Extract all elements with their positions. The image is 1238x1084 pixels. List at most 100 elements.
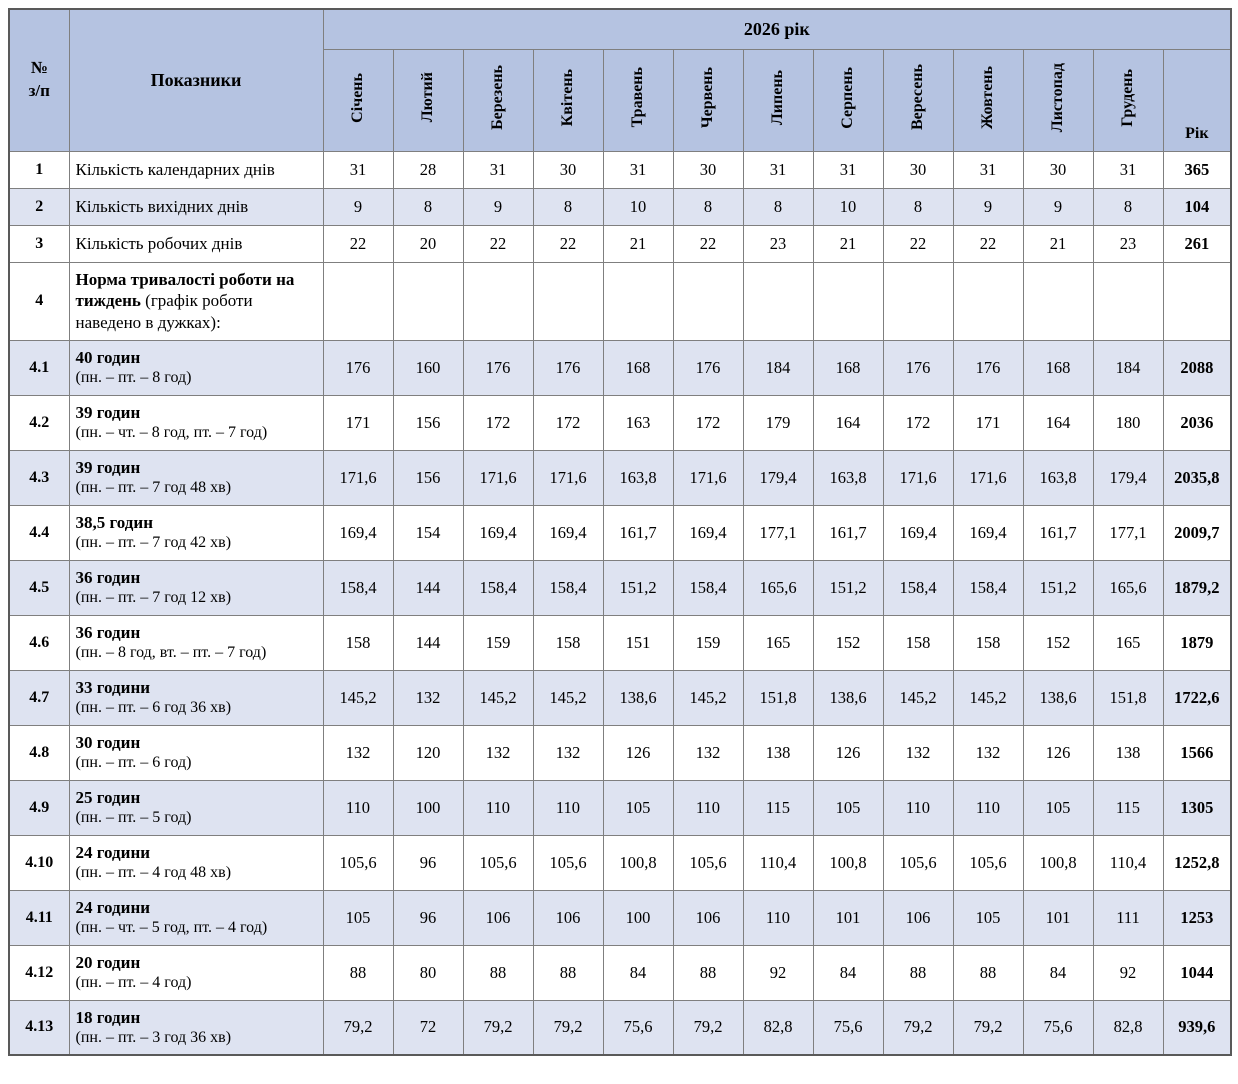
month-value-cell (392, 261, 464, 341)
month-label: Жовтень (979, 65, 996, 130)
row-label-schedule: (пн. – чт. – 8 год, пт. – 7 год) (75, 424, 268, 442)
table-row: 4.10 24 години (пн. – пт. – 4 год 48 хв) 10… (8, 834, 1232, 891)
month-column-header: Лютий (392, 48, 464, 152)
year-total-cell: 1305 (1162, 779, 1232, 836)
row-label-title: 36 годин (75, 567, 141, 587)
month-value-cell: 145,2 (952, 669, 1024, 726)
row-label: 24 години (пн. – чт. – 5 год, пт. – 4 год… (68, 889, 324, 946)
month-value-cell: 88 (672, 944, 744, 1001)
month-value-cell: 22 (882, 224, 954, 263)
year-total-cell: 1566 (1162, 724, 1232, 781)
row-number: 3 (8, 224, 70, 263)
month-value-cell: 79,2 (952, 999, 1024, 1056)
month-label: Вересень (909, 64, 926, 131)
row-label-schedule: (пн. – 8 год, вт. – пт. – 7 год) (75, 644, 267, 662)
month-value-cell: 88 (462, 944, 534, 1001)
month-value-cell: 9 (322, 187, 394, 226)
month-value-cell: 8 (672, 187, 744, 226)
month-value-cell: 120 (392, 724, 464, 781)
month-value-cell: 88 (952, 944, 1024, 1001)
month-value-cell: 82,8 (1092, 999, 1164, 1056)
row-label-title: 25 годин (75, 787, 141, 807)
month-value-cell: 84 (602, 944, 674, 1001)
month-value-cell: 159 (462, 614, 534, 671)
month-value-cell: 75,6 (602, 999, 674, 1056)
month-value-cell: 9 (462, 187, 534, 226)
table-row: 2 Кількість вихідних днів 9 8 9 8 10 8 8 10 8 9 9 8 10… (8, 187, 1232, 226)
month-value-cell: 101 (1022, 889, 1094, 946)
month-value-cell: 171,6 (952, 449, 1024, 506)
month-value-cell: 172 (882, 394, 954, 451)
month-value-cell: 110,4 (742, 834, 814, 891)
row-number: 4.7 (8, 669, 70, 726)
month-value-cell: 151 (602, 614, 674, 671)
col-header-year: Рік (1162, 48, 1232, 152)
month-value-cell: 92 (742, 944, 814, 1001)
month-value-cell (1092, 261, 1164, 341)
month-value-cell: 179,4 (742, 449, 814, 506)
month-value-cell: 8 (742, 187, 814, 226)
month-value-cell: 110,4 (1092, 834, 1164, 891)
month-value-cell (532, 261, 604, 341)
month-value-cell: 164 (812, 394, 884, 451)
year-total-cell: 939,6 (1162, 999, 1232, 1056)
row-label-schedule: (пн. – пт. – 7 год 48 хв) (75, 479, 232, 497)
table-row: 4.5 36 годин (пн. – пт. – 7 год 12 хв) 158,… (8, 559, 1232, 616)
month-value-cell: 8 (392, 187, 464, 226)
month-column-header: Квітень (532, 48, 604, 152)
month-value-cell: 79,2 (532, 999, 604, 1056)
month-value-cell: 172 (462, 394, 534, 451)
month-value-cell: 171,6 (322, 449, 394, 506)
month-value-cell: 106 (462, 889, 534, 946)
month-value-cell: 105,6 (952, 834, 1024, 891)
month-value-cell: 184 (1092, 339, 1164, 396)
month-value-cell: 152 (812, 614, 884, 671)
row-label: 38,5 годин (пн. – пт. – 7 год 42 хв) (68, 504, 324, 561)
month-value-cell: 28 (392, 150, 464, 189)
row-label-schedule: (пн. – пт. – 8 год) (75, 369, 192, 387)
month-value-cell: 110 (952, 779, 1024, 836)
month-value-cell: 126 (812, 724, 884, 781)
month-value-cell: 100,8 (812, 834, 884, 891)
month-value-cell: 75,6 (812, 999, 884, 1056)
month-value-cell: 106 (532, 889, 604, 946)
month-label: Грудень (1119, 68, 1136, 127)
year-total-cell: 2088 (1162, 339, 1232, 396)
year-total-cell: 1044 (1162, 944, 1232, 1001)
month-label: Лютий (419, 72, 436, 123)
month-value-cell: 132 (462, 724, 534, 781)
row-label: 30 годин (пн. – пт. – 6 год) (68, 724, 324, 781)
month-value-cell: 92 (1092, 944, 1164, 1001)
row-label-title: 40 годин (75, 347, 141, 367)
month-value-cell: 168 (1022, 339, 1094, 396)
row-label-schedule: (пн. – чт. – 5 год, пт. – 4 год) (75, 919, 268, 937)
row-label-schedule: (пн. – пт. – 4 год) (75, 974, 192, 992)
month-value-cell: 176 (462, 339, 534, 396)
row-label-title: 20 годин (75, 952, 141, 972)
month-value-cell (672, 261, 744, 341)
month-value-cell: 163,8 (1022, 449, 1094, 506)
month-value-cell: 106 (882, 889, 954, 946)
month-column-header: Серпень (812, 48, 884, 152)
row-number: 4.12 (8, 944, 70, 1001)
month-value-cell: 171 (952, 394, 1024, 451)
month-value-cell: 96 (392, 889, 464, 946)
row-label: 36 годин (пн. – пт. – 7 год 12 хв) (68, 559, 324, 616)
month-value-cell: 138,6 (602, 669, 674, 726)
work-time-norms-table: № з/п Показники 2026 рік Січень Лютий Бере… (8, 8, 1233, 1056)
month-value-cell: 144 (392, 614, 464, 671)
row-number: 4.13 (8, 999, 70, 1056)
month-value-cell: 88 (882, 944, 954, 1001)
month-value-cell: 105,6 (322, 834, 394, 891)
month-value-cell: 165,6 (742, 559, 814, 616)
row-number: 4.9 (8, 779, 70, 836)
month-value-cell: 22 (672, 224, 744, 263)
row-label: 40 годин (пн. – пт. – 8 год) (68, 339, 324, 396)
month-value-cell: 105,6 (672, 834, 744, 891)
month-value-cell: 21 (812, 224, 884, 263)
month-value-cell: 151,2 (812, 559, 884, 616)
row-label: 24 години (пн. – пт. – 4 год 48 хв) (68, 834, 324, 891)
month-value-cell: 100 (602, 889, 674, 946)
year-group-header: 2026 рік (322, 8, 1232, 50)
